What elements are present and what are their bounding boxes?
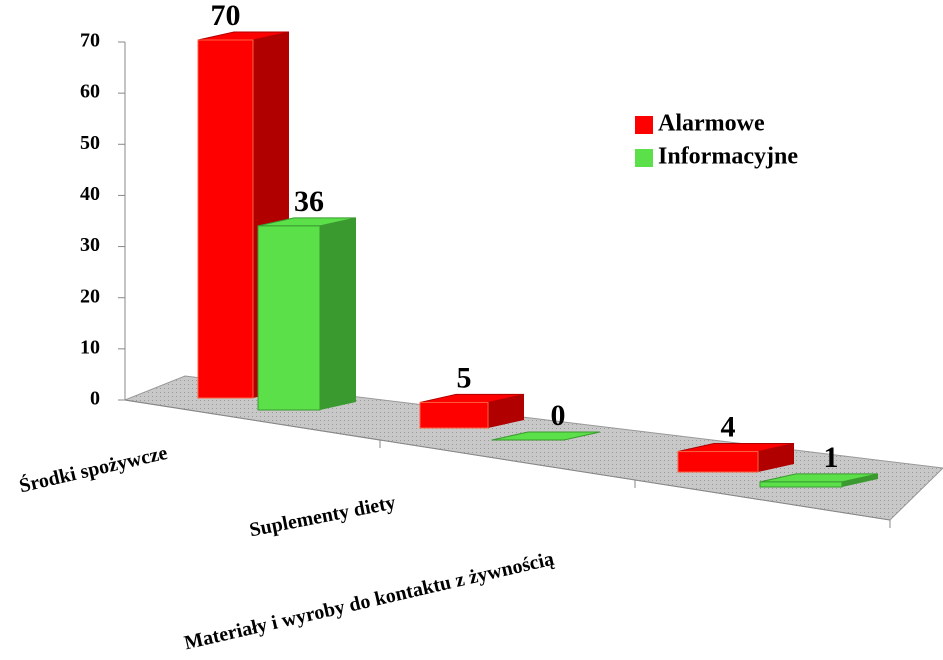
bar-side [758,443,794,472]
x-tick-label: Środki spożywcze [17,440,170,497]
bar [419,401,489,429]
x-tick-label: Materiały i wyroby do kontaktu z żywnośc… [182,548,556,655]
y-tick-label: 30 [80,234,100,256]
legend-label: Alarmowe [658,111,765,137]
bar-side [842,473,878,487]
bar-side [488,394,524,428]
data-label: 1 [824,441,839,474]
data-label: 70 [211,0,241,32]
y-tick-label: 20 [80,285,100,307]
y-tick-label: 60 [80,81,100,103]
bar [197,39,254,399]
bar [759,481,843,488]
y-tick-label: 10 [80,336,100,358]
legend-swatch [635,149,653,167]
y-tick-label: 70 [80,30,100,52]
data-label: 36 [294,185,324,218]
bar [677,451,759,473]
data-label: 0 [551,399,566,432]
x-axis [124,399,891,521]
legend-label: Informacyjne [658,144,798,170]
bar-side [320,217,356,410]
y-tick-label: 40 [80,183,100,205]
y-tick-label: 0 [90,388,100,410]
data-label: 5 [457,361,472,394]
x-tick-label: Suplementy diety [248,492,398,542]
legend-swatch [635,116,653,134]
data-label: 4 [721,410,736,443]
bar [257,225,321,411]
y-tick-label: 50 [80,132,100,154]
